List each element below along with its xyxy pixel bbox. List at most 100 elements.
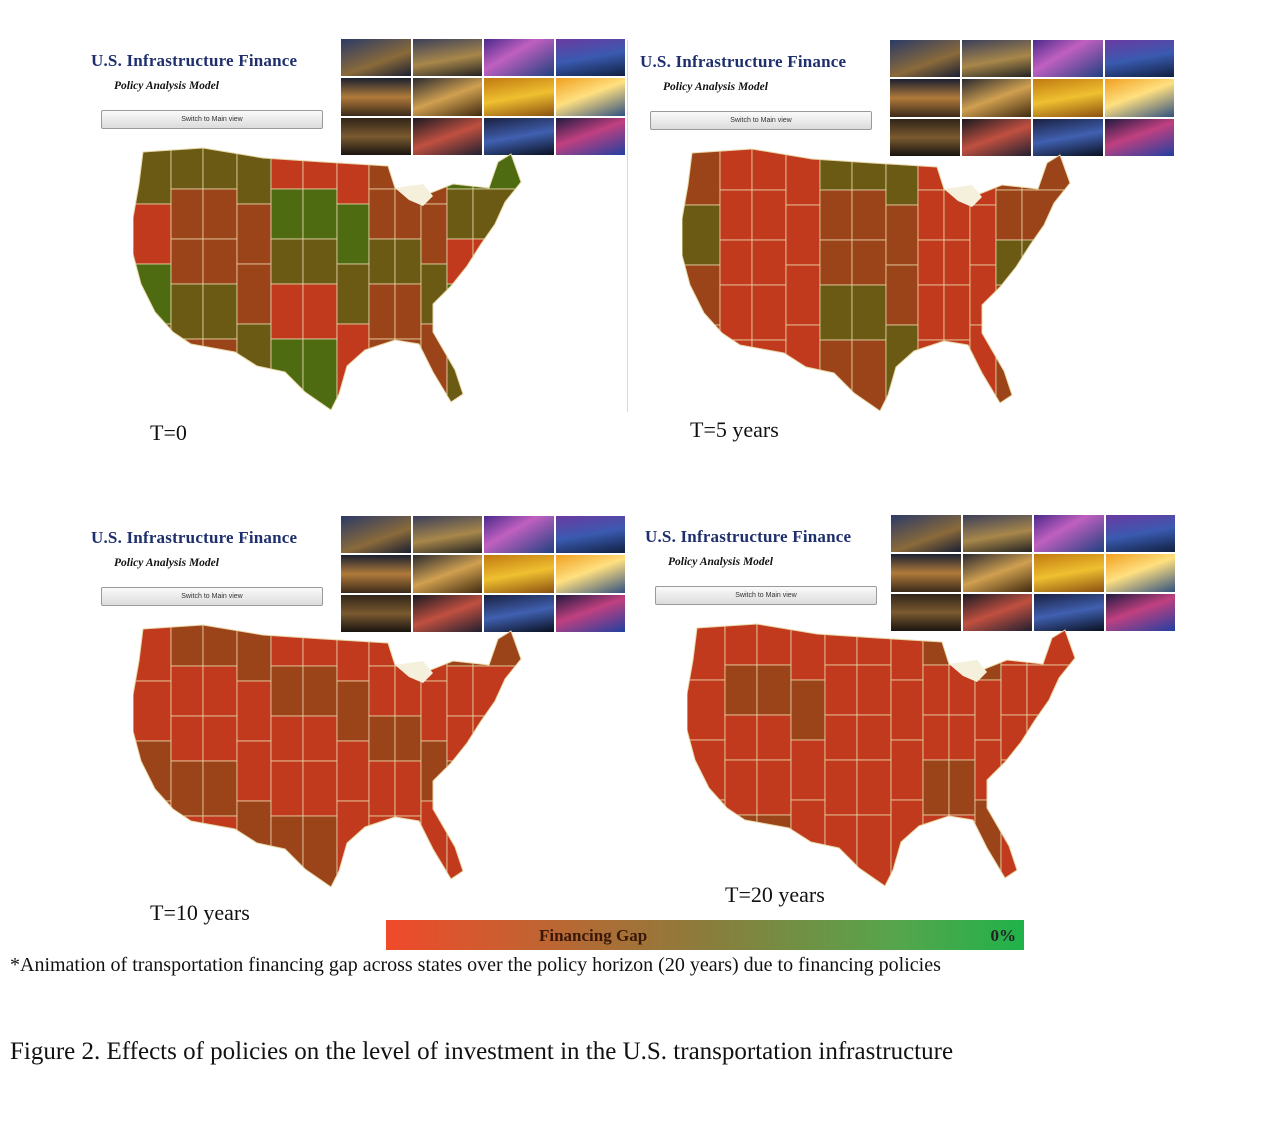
switch-to-main-view-button[interactable]: Switch to Main view — [655, 586, 877, 605]
us-outline — [133, 624, 522, 888]
state-region — [446, 625, 474, 667]
state-region — [170, 625, 204, 667]
infrastructure-photo — [1104, 79, 1174, 117]
infrastructure-photo — [555, 516, 625, 554]
infrastructure-photo — [890, 118, 960, 156]
state-region — [974, 799, 1002, 886]
great-lakes — [944, 185, 982, 207]
figure-caption: Figure 2. Effects of policies on the lev… — [10, 1038, 954, 1065]
infrastructure-photo — [484, 117, 554, 155]
infrastructure-photo — [484, 594, 554, 632]
switch-to-main-view-button[interactable]: Switch to Main view — [101, 587, 323, 606]
state-region — [819, 149, 853, 191]
state-region — [368, 148, 396, 190]
state-region — [851, 149, 887, 191]
state-region — [368, 238, 396, 285]
state-region — [472, 665, 521, 717]
infrastructure-photo — [961, 40, 1031, 78]
us-outline — [133, 147, 522, 411]
state-region — [948, 759, 976, 816]
switch-to-main-view-button[interactable]: Switch to Main view — [101, 110, 323, 129]
state-region — [751, 339, 787, 411]
state-region — [851, 339, 887, 411]
app-subtitle: Policy Analysis Model — [668, 556, 773, 568]
state-region — [785, 204, 821, 266]
state-region — [270, 148, 304, 190]
panel-t10: U.S. Infrastructure Finance Policy Analy… — [88, 515, 628, 895]
app-title: U.S. Infrastructure Finance — [645, 527, 852, 546]
state-region — [1026, 664, 1075, 716]
state-region — [995, 239, 1023, 286]
state-region — [202, 283, 238, 340]
state-region — [719, 239, 753, 286]
state-region — [336, 323, 370, 410]
state-region — [1000, 664, 1028, 716]
infrastructure-photo — [412, 39, 482, 77]
time-label-t10: T=10 years — [150, 900, 250, 925]
infrastructure-photo — [962, 593, 1032, 631]
state-region — [394, 715, 422, 762]
app-title: U.S. Infrastructure Finance — [91, 528, 298, 547]
state-region — [819, 189, 853, 241]
state-region — [922, 759, 950, 816]
state-region — [170, 188, 204, 240]
infrastructure-photo — [890, 40, 960, 78]
state-region — [446, 665, 474, 717]
infrastructure-photo — [1034, 554, 1104, 592]
app-title: U.S. Infrastructure Finance — [91, 51, 298, 70]
switch-to-main-view-button[interactable]: Switch to Main view — [650, 111, 872, 130]
state-region — [943, 239, 971, 286]
infrastructure-photo — [890, 79, 960, 117]
time-label-t5: T=5 years — [690, 417, 779, 442]
us-outline — [687, 623, 1076, 887]
infrastructure-photo — [891, 515, 961, 553]
infrastructure-photo — [961, 79, 1031, 117]
state-region — [790, 679, 826, 741]
infrastructure-photo — [1034, 593, 1104, 631]
animation-note: *Animation of transportation financing g… — [10, 954, 941, 976]
state-region — [969, 324, 997, 411]
state-region — [472, 760, 521, 817]
state-region — [856, 624, 892, 666]
state-region — [724, 624, 758, 666]
panel-divider — [627, 40, 628, 412]
state-region — [446, 148, 474, 190]
state-region — [202, 815, 238, 887]
state-region — [236, 680, 272, 742]
state-region — [446, 760, 474, 817]
state-region — [302, 665, 338, 717]
state-region — [922, 714, 950, 761]
state-region — [885, 204, 919, 266]
state-region — [368, 283, 396, 340]
time-label-t20: T=20 years — [725, 882, 825, 907]
state-region — [724, 814, 758, 886]
state-region — [368, 760, 396, 817]
app-subtitle: Policy Analysis Model — [663, 81, 768, 93]
state-region — [995, 189, 1023, 241]
state-region — [943, 149, 971, 191]
state-region — [202, 760, 238, 817]
state-region — [824, 664, 858, 716]
state-region — [885, 149, 919, 206]
state-region — [856, 759, 892, 816]
state-region — [948, 624, 976, 666]
state-region — [751, 239, 787, 286]
state-region — [969, 204, 997, 266]
state-region — [687, 799, 726, 886]
state-region — [724, 759, 758, 816]
state-region — [885, 264, 919, 326]
state-region — [270, 625, 304, 667]
infrastructure-photo — [1033, 40, 1103, 78]
state-region — [270, 238, 304, 285]
state-region — [394, 238, 422, 285]
infrastructure-photo — [555, 78, 625, 116]
us-map — [133, 147, 522, 411]
infrastructure-photo — [341, 594, 411, 632]
state-region — [368, 625, 396, 667]
state-region — [943, 339, 971, 411]
infrastructure-photo — [341, 78, 411, 116]
state-region — [270, 283, 304, 340]
state-region — [368, 815, 396, 887]
state-region — [302, 338, 338, 410]
state-region — [270, 665, 304, 717]
